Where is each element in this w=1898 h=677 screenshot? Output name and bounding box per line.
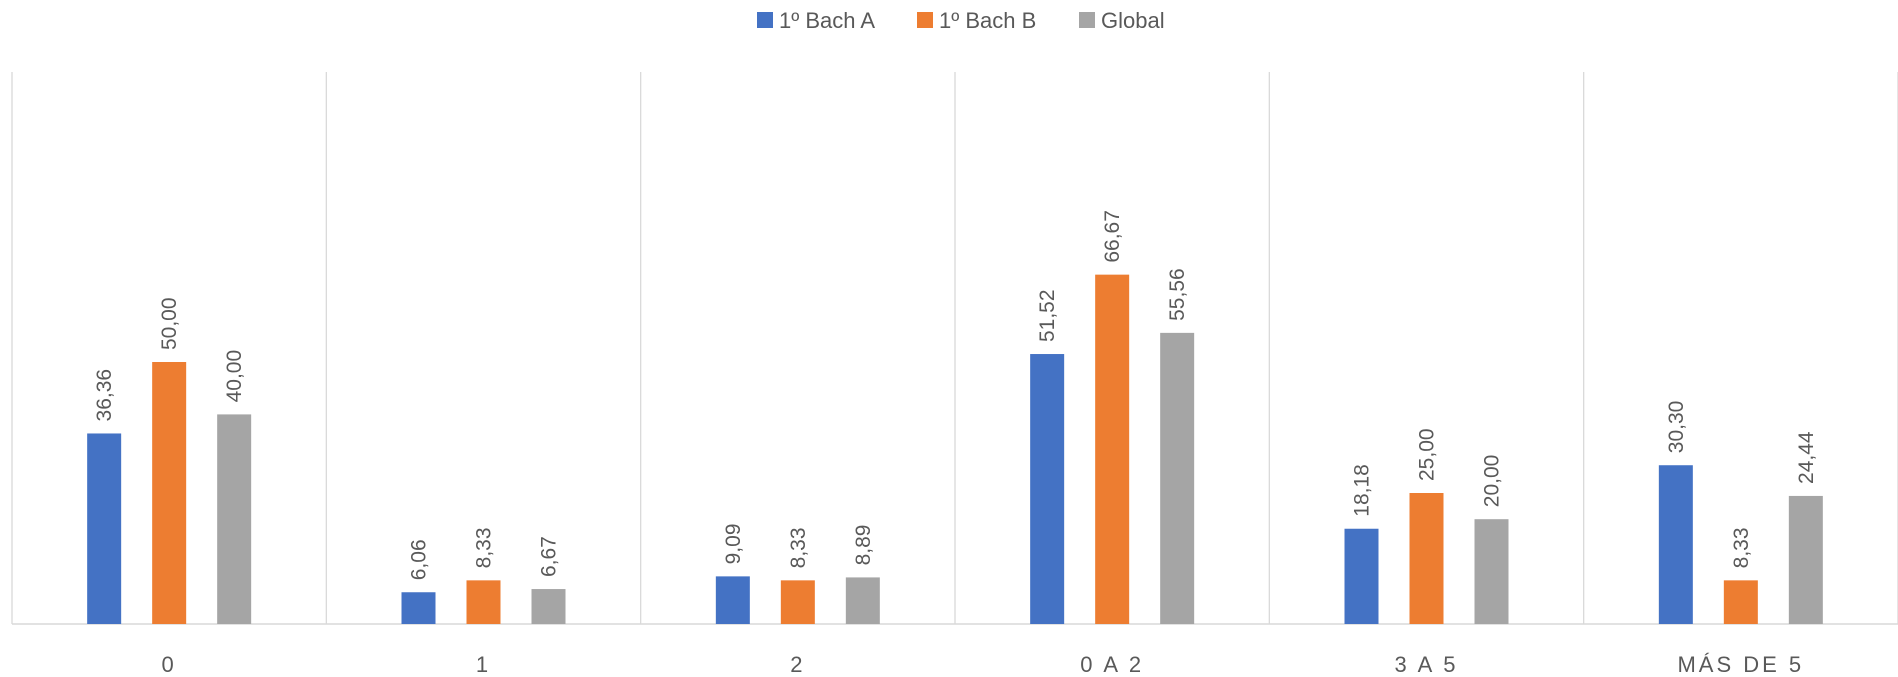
bar: [1723, 580, 1758, 624]
data-label: 8,33: [787, 527, 810, 568]
legend-label: Global: [1101, 8, 1165, 33]
bar: [845, 577, 880, 624]
data-label: 55,56: [1166, 268, 1189, 321]
bar: [531, 589, 566, 624]
bars-group: [87, 274, 1823, 624]
data-label: 8,33: [473, 527, 496, 568]
bar: [401, 592, 436, 624]
legend-swatch: [917, 12, 933, 28]
data-label: 30,30: [1665, 401, 1688, 454]
bar: [715, 576, 750, 624]
legend-swatch: [1079, 12, 1095, 28]
data-label: 24,44: [1795, 431, 1818, 484]
legend-label: 1º Bach B: [939, 8, 1036, 33]
data-label: 50,00: [158, 297, 181, 350]
legend-label: 1º Bach A: [779, 8, 875, 33]
data-label: 8,89: [852, 525, 875, 566]
bar: [1409, 493, 1444, 624]
bar: [87, 433, 122, 624]
bar: [1658, 465, 1693, 624]
x-tick-label: 0 A 2: [1080, 652, 1144, 677]
bar: [1788, 495, 1823, 624]
bar: [1474, 519, 1509, 624]
data-label: 51,52: [1036, 289, 1059, 342]
data-label: 6,06: [408, 539, 431, 580]
bar: [1030, 354, 1065, 624]
data-label: 18,18: [1351, 464, 1374, 517]
legend: 1º Bach A 1º Bach B Global: [757, 8, 1165, 33]
data-label: 40,00: [223, 350, 246, 403]
legend-swatch: [757, 12, 773, 28]
data-label: 36,36: [93, 369, 116, 422]
x-tick-label: 1: [476, 652, 491, 677]
data-labels-group: 36,36 50,00 40,00 6,06 8,33 6,67 9,09 8,33 8,89 5…: [93, 210, 1818, 580]
data-label: 8,33: [1730, 527, 1753, 568]
bar: [466, 580, 501, 624]
bar: [1095, 274, 1130, 624]
x-tick-label: 0: [162, 652, 177, 677]
data-label: 6,67: [538, 536, 561, 577]
bar: [1160, 332, 1195, 624]
bar: [217, 414, 252, 624]
data-label: 25,00: [1416, 428, 1439, 481]
x-tick-label: 2: [790, 652, 805, 677]
data-label: 9,09: [722, 523, 745, 564]
x-tick-label: 3 A 5: [1395, 652, 1459, 677]
bar: [780, 580, 815, 624]
x-tick-label: MÁS DE 5: [1677, 652, 1804, 677]
bar: [1344, 528, 1379, 624]
bar: [152, 362, 187, 624]
x-tick-labels: 0 1 2 0 A 2 3 A 5 MÁS DE 5: [162, 652, 1804, 677]
data-label: 20,00: [1481, 455, 1504, 508]
category-gridlines: [11, 72, 1898, 624]
data-label: 66,67: [1101, 210, 1124, 263]
